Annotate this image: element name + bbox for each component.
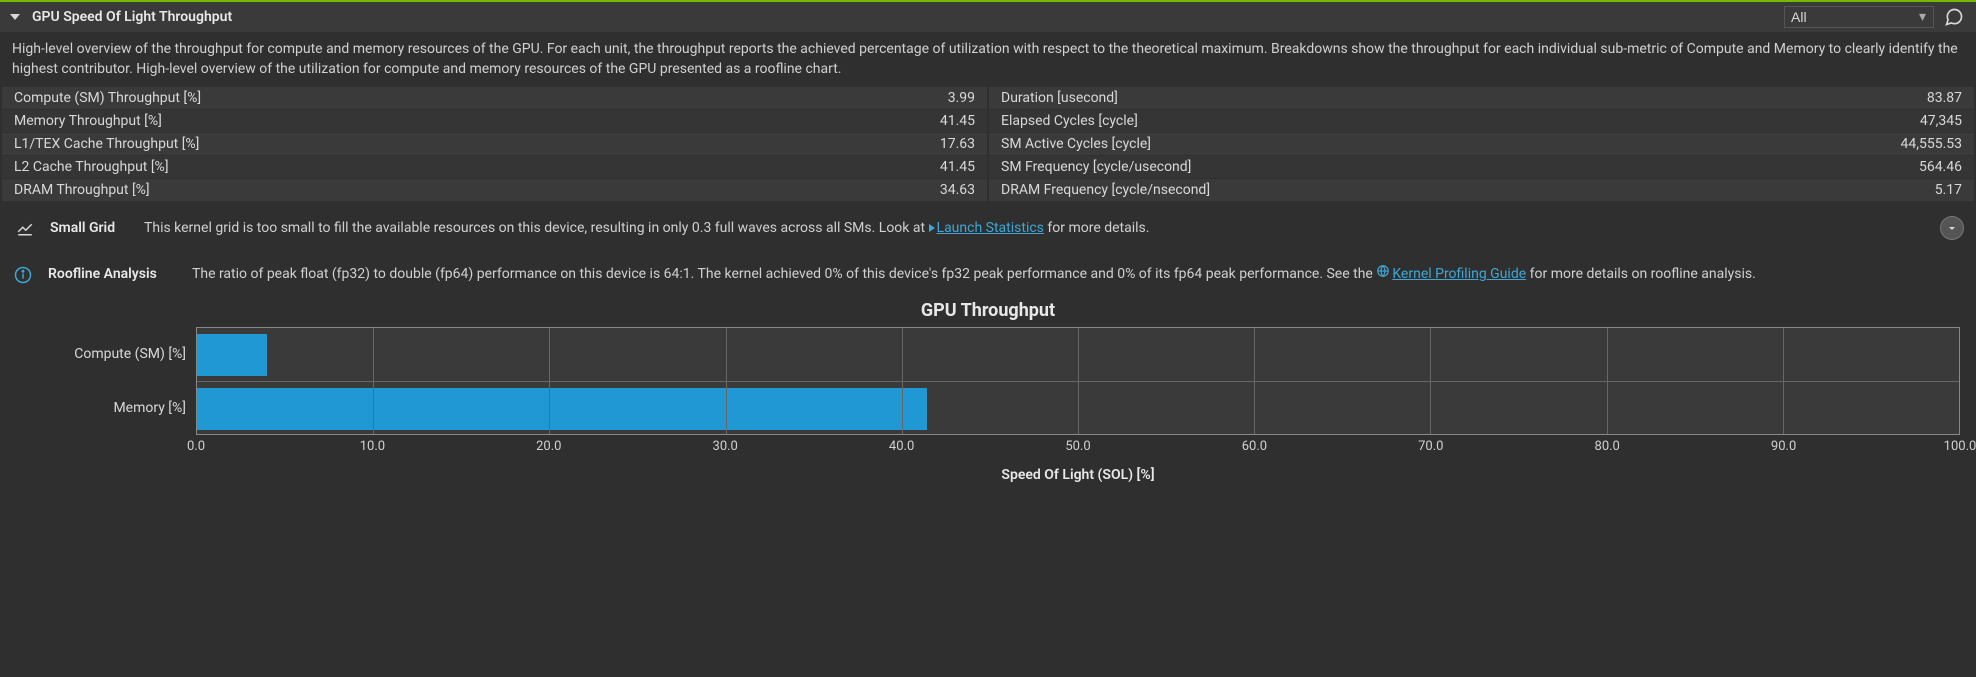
metric-value: 47,345 [1862, 113, 1962, 129]
metric-row: DRAM Throughput [%]34.63 [2, 179, 987, 201]
metric-row: L1/TEX Cache Throughput [%]17.63 [2, 133, 987, 155]
metric-row: L2 Cache Throughput [%]41.45 [2, 156, 987, 178]
metrics-table: Compute (SM) Throughput [%]3.99Memory Th… [0, 87, 1976, 202]
metric-value: 41.45 [875, 159, 975, 175]
metric-value: 564.46 [1862, 159, 1962, 175]
roofline-text: The ratio of peak float (fp32) to double… [192, 264, 1962, 285]
chart-x-title: Speed Of Light (SOL) [%] [196, 467, 1960, 483]
metric-value: 5.17 [1862, 182, 1962, 198]
chart-x-tick: 60.0 [1242, 439, 1267, 454]
chart-gridline [1607, 328, 1608, 434]
warning-text-before: This kernel grid is too small to fill th… [144, 220, 929, 236]
metric-row: Elapsed Cycles [cycle]47,345 [989, 110, 1974, 132]
chart-x-tick: 40.0 [889, 439, 914, 454]
comment-icon[interactable] [1942, 7, 1966, 27]
chart-x-tick: 50.0 [1065, 439, 1090, 454]
chart-line-icon [14, 219, 36, 237]
kernel-profiling-guide-link[interactable]: Kernel Profiling Guide [1392, 266, 1526, 282]
filter-select[interactable]: All [1784, 6, 1934, 28]
chart-gridline [1430, 328, 1431, 434]
metric-label: Elapsed Cycles [cycle] [1001, 113, 1862, 129]
metric-label: DRAM Frequency [cycle/nsecond] [1001, 182, 1862, 198]
metric-row: SM Frequency [cycle/usecond]564.46 [989, 156, 1974, 178]
metric-label: Duration [usecond] [1001, 90, 1862, 106]
metric-row: Memory Throughput [%]41.45 [2, 110, 987, 132]
sol-panel: GPU Speed Of Light Throughput All High-l… [0, 0, 1976, 499]
warning-row: Small Grid This kernel grid is too small… [0, 202, 1976, 254]
chart-x-tick: 100.0 [1944, 439, 1976, 454]
chart-gridline [1783, 328, 1784, 434]
chart-gridline [726, 328, 727, 434]
filter-select-wrap: All [1784, 6, 1934, 28]
chart-x-tick: 70.0 [1418, 439, 1443, 454]
chart-gridline [1254, 328, 1255, 434]
metric-value: 44,555.53 [1862, 136, 1962, 152]
metric-row: Duration [usecond]83.87 [989, 87, 1974, 109]
chart-area: GPU Throughput Compute (SM) [%]Memory [%… [0, 292, 1976, 499]
info-icon [14, 266, 34, 286]
chart-x-tick: 10.0 [360, 439, 385, 454]
chart-y-label: Memory [%] [113, 381, 186, 435]
chart-gridline [549, 328, 550, 434]
panel-description: High-level overview of the throughput fo… [0, 32, 1976, 87]
metric-label: L2 Cache Throughput [%] [14, 159, 875, 175]
metric-label: Memory Throughput [%] [14, 113, 875, 129]
warning-title: Small Grid [50, 220, 130, 236]
metric-value: 83.87 [1862, 90, 1962, 106]
panel-header: GPU Speed Of Light Throughput All [0, 2, 1976, 32]
metric-value: 34.63 [875, 182, 975, 198]
chart-x-axis: 0.010.020.030.040.050.060.070.080.090.01… [196, 439, 1960, 461]
metric-label: DRAM Throughput [%] [14, 182, 875, 198]
metric-label: L1/TEX Cache Throughput [%] [14, 136, 875, 152]
roofline-row: Roofline Analysis The ratio of peak floa… [0, 254, 1976, 292]
expand-down-button[interactable] [1940, 216, 1964, 240]
chart-x-tick: 20.0 [536, 439, 561, 454]
metric-label: Compute (SM) Throughput [%] [14, 90, 875, 106]
panel-title: GPU Speed Of Light Throughput [32, 9, 232, 25]
chart-plot [196, 327, 1960, 435]
metric-value: 41.45 [875, 113, 975, 129]
chart-gridline [902, 328, 903, 434]
collapse-caret-icon[interactable] [10, 14, 20, 20]
metric-value: 3.99 [875, 90, 975, 106]
metric-label: SM Frequency [cycle/usecond] [1001, 159, 1862, 175]
warning-text: This kernel grid is too small to fill th… [144, 220, 1926, 236]
metric-row: DRAM Frequency [cycle/nsecond]5.17 [989, 179, 1974, 201]
chart-bar [197, 334, 267, 376]
metric-label: SM Active Cycles [cycle] [1001, 136, 1862, 152]
chart-x-tick: 80.0 [1595, 439, 1620, 454]
metrics-right-col: Duration [usecond]83.87Elapsed Cycles [c… [989, 87, 1974, 202]
chart-body: Compute (SM) [%]Memory [%] [16, 327, 1960, 435]
metric-value: 17.63 [875, 136, 975, 152]
chart-title: GPU Throughput [16, 300, 1960, 321]
chart-x-tick: 0.0 [187, 439, 205, 454]
chart-bar [197, 388, 927, 430]
metrics-left-col: Compute (SM) Throughput [%]3.99Memory Th… [2, 87, 987, 202]
metric-row: SM Active Cycles [cycle]44,555.53 [989, 133, 1974, 155]
roofline-text-before: The ratio of peak float (fp32) to double… [192, 266, 1376, 282]
chart-x-tick: 30.0 [713, 439, 738, 454]
play-triangle-icon [929, 224, 935, 232]
warning-text-after: for more details. [1044, 220, 1150, 236]
external-link-icon [1376, 264, 1390, 285]
chart-y-label: Compute (SM) [%] [74, 327, 186, 381]
roofline-title: Roofline Analysis [48, 266, 178, 282]
chart-gridline [373, 328, 374, 434]
chart-y-labels: Compute (SM) [%]Memory [%] [16, 327, 196, 435]
metric-row: Compute (SM) Throughput [%]3.99 [2, 87, 987, 109]
launch-statistics-link[interactable]: Launch Statistics [937, 220, 1044, 236]
chart-x-tick: 90.0 [1771, 439, 1796, 454]
roofline-text-after: for more details on roofline analysis. [1526, 266, 1756, 282]
chart-gridline [1078, 328, 1079, 434]
